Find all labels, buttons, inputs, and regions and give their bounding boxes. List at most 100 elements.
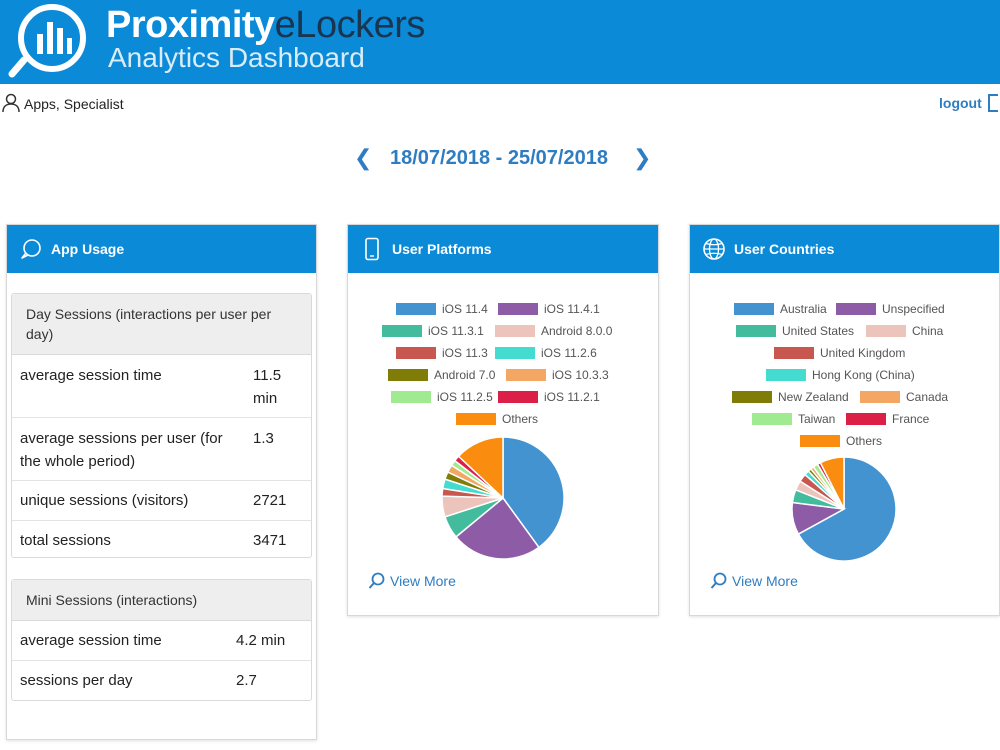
legend-label: iOS 11.4: [442, 302, 488, 316]
pie-slice-ios-11-4-1[interactable]: [454, 496, 540, 560]
row-value: 2.7: [236, 672, 257, 689]
legend-label: iOS 11.3: [442, 346, 488, 360]
pie-slice-ios-11-4[interactable]: [502, 436, 565, 549]
legend-swatch: [495, 325, 535, 337]
row-value: 4.2 min: [236, 632, 286, 649]
legend-label: iOS 11.2.1: [544, 390, 600, 404]
legend-swatch: [396, 347, 436, 359]
user-platforms-panel: User Platforms iOS 11.4 iOS 11.4.1 iOS 11.…: [347, 224, 659, 616]
legend-label: Android 8.0.0: [541, 324, 613, 338]
legend-swatch: [388, 369, 428, 381]
legend-label: iOS 10.3.3: [552, 368, 609, 382]
legend-label: iOS 11.2.5: [437, 390, 493, 404]
legend-label: Others: [502, 412, 539, 426]
pie-slice-others[interactable]: [819, 456, 845, 510]
day-sessions-table: Day Sessions (interactions per user per …: [11, 293, 312, 558]
table-row: unique sessions (visitors) 2721: [12, 481, 311, 521]
view-more-label[interactable]: View More: [390, 573, 456, 589]
mobile-phone-icon: [365, 237, 379, 261]
pie-slice-others[interactable]: [457, 436, 504, 500]
table-heading: Mini Sessions (interactions): [12, 580, 311, 621]
legend-label: Android 7.0: [434, 368, 496, 382]
legend-label: United Kingdom: [820, 346, 906, 360]
row-value: 1.3: [253, 430, 274, 447]
brand-title: ProximityeLockers: [106, 4, 425, 47]
app-usage-panel: App Usage Day Sessions (interactions per…: [6, 224, 317, 740]
legend-swatch: [456, 413, 496, 425]
row-value: 3471: [253, 532, 287, 549]
date-range-selector: ❮ 18/07/2018 - 25/07/2018 ❯: [0, 145, 1000, 175]
legend-label: iOS 11.2.6: [541, 346, 597, 360]
user-name: Apps, Specialist: [24, 96, 124, 112]
legend-label: iOS 11.4.1: [544, 302, 600, 316]
table-row: average sessions per user (for the whole…: [12, 418, 311, 481]
panel-title: User Countries: [734, 241, 835, 257]
legend-label: iOS 11.3.1: [428, 324, 484, 338]
user-icon: [2, 93, 20, 113]
platforms-pie-chart: [441, 436, 565, 560]
panel-title: User Platforms: [392, 241, 492, 257]
logout-icon[interactable]: [986, 94, 1000, 112]
legend-swatch: [866, 325, 906, 337]
legend-label: Taiwan: [798, 412, 836, 426]
legend-swatch: [495, 347, 535, 359]
legend-label: Hong Kong (China): [812, 368, 915, 382]
legend-swatch: [766, 369, 806, 381]
globe-icon: [703, 238, 725, 260]
user-countries-panel: User Countries Australia Unspecified Unite…: [689, 224, 1000, 616]
row-value: 2721: [253, 492, 287, 509]
logout-link[interactable]: logout: [939, 95, 982, 111]
table-heading: Day Sessions (interactions per user per …: [12, 294, 311, 355]
brand-main: Proximity: [106, 4, 275, 46]
panel-title: App Usage: [51, 241, 125, 257]
table-row: average session time 11.5 min: [12, 355, 311, 418]
app-header: ProximityeLockers Analytics Dashboard: [0, 0, 1000, 84]
legend-swatch: [506, 369, 546, 381]
magnifier-icon: [368, 572, 385, 589]
row-label: average sessions per user (for the whole…: [20, 430, 223, 470]
legend-swatch: [498, 303, 538, 315]
legend-label: United States: [782, 324, 855, 338]
legend-label: Canada: [906, 390, 949, 404]
legend-swatch: [774, 347, 814, 359]
legend-swatch: [752, 413, 792, 425]
brand-accent: eLockers: [274, 4, 426, 46]
pie-slice-australia[interactable]: [797, 456, 897, 562]
legend-swatch: [736, 325, 776, 337]
view-more-label[interactable]: View More: [732, 573, 798, 589]
legend-label: France: [892, 412, 930, 426]
legend-label: Unspecified: [882, 302, 945, 316]
user-bar: Apps, Specialist logout: [0, 84, 1000, 122]
legend-swatch: [860, 391, 900, 403]
legend-swatch: [382, 325, 422, 337]
legend-swatch: [498, 391, 538, 403]
row-label: total sessions: [20, 532, 111, 549]
legend-swatch: [396, 303, 436, 315]
legend-swatch: [800, 435, 840, 447]
row-label: unique sessions (visitors): [20, 492, 189, 509]
brand-subtitle: Analytics Dashboard: [108, 42, 365, 73]
view-more-link[interactable]: View More: [368, 572, 468, 590]
date-range-label: 18/07/2018 - 25/07/2018: [390, 147, 608, 169]
previous-period-button[interactable]: ❮: [354, 145, 373, 170]
table-row: average session time 4.2 min: [12, 621, 311, 661]
row-value: 11.5 min: [253, 367, 282, 407]
legend-swatch: [846, 413, 886, 425]
legend-swatch: [732, 391, 772, 403]
next-period-button[interactable]: ❯: [633, 145, 652, 170]
analytics-magnifier-logo-icon: [8, 4, 86, 78]
row-label: average session time: [20, 367, 162, 384]
table-row: total sessions 3471: [12, 521, 311, 559]
panel-header: App Usage: [7, 225, 316, 273]
legend-label: Australia: [780, 302, 827, 316]
legend-swatch: [391, 391, 431, 403]
magnifier-icon: [710, 572, 727, 589]
legend-swatch: [836, 303, 876, 315]
legend-label: New Zealand: [778, 390, 849, 404]
legend-label: Others: [846, 434, 883, 448]
row-label: sessions per day: [20, 672, 133, 689]
row-label: average session time: [20, 632, 162, 649]
view-more-link[interactable]: View More: [710, 572, 810, 590]
legend-label: China: [912, 324, 944, 338]
table-row: sessions per day 2.7: [12, 661, 311, 700]
